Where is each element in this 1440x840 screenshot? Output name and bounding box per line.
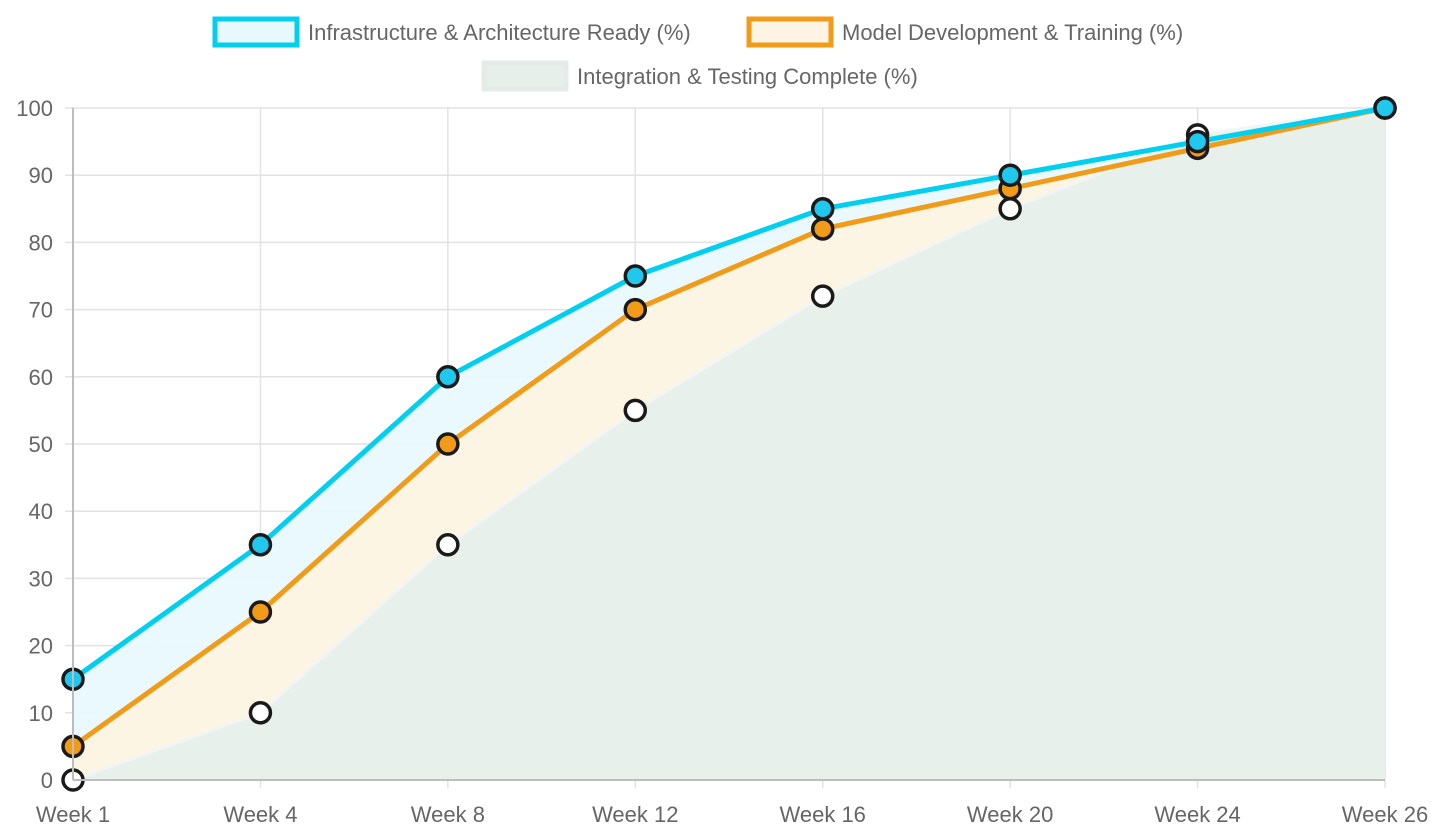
data-point-s1-4 bbox=[810, 217, 835, 241]
axes: 0 10 20 30 40 50 60 70 80 90 100 Week 1 Week 4 Week 8… bbox=[16, 96, 1428, 827]
y-tick-label: 50 bbox=[29, 432, 53, 457]
x-tick-label: Week 24 bbox=[1154, 802, 1240, 827]
series-fills bbox=[73, 108, 1385, 780]
data-point-s2-2 bbox=[436, 533, 460, 557]
data-point-s2-3 bbox=[623, 398, 648, 423]
data-point-s0-1 bbox=[248, 533, 273, 557]
data-point-s0-7 bbox=[1373, 96, 1397, 120]
y-tick-label: 0 bbox=[41, 768, 53, 793]
legend-swatch-1 bbox=[746, 16, 834, 48]
series-line-0 bbox=[71, 105, 1386, 682]
x-tick-label: Week 12 bbox=[592, 802, 678, 827]
series-points bbox=[61, 96, 1397, 792]
data-point-s1-2 bbox=[436, 432, 460, 456]
legend-swatch-0 bbox=[212, 16, 300, 48]
data-point-s1-3 bbox=[623, 297, 648, 322]
y-tick-label: 10 bbox=[29, 701, 53, 726]
legend-swatch-2 bbox=[481, 60, 569, 92]
series-fill-2 bbox=[73, 108, 1385, 780]
x-tick-label: Week 4 bbox=[223, 802, 297, 827]
x-tick-label: Week 1 bbox=[36, 802, 110, 827]
y-tick-label: 90 bbox=[29, 163, 53, 188]
legend-label-1: Model Development & Training (%) bbox=[842, 20, 1183, 45]
y-tick-label: 100 bbox=[16, 96, 53, 121]
data-point-s2-1 bbox=[248, 701, 273, 725]
x-tick-label: Week 8 bbox=[411, 802, 485, 827]
legend: Infrastructure & Architecture Ready (%) M… bbox=[212, 16, 1183, 92]
data-point-s2-5 bbox=[998, 197, 1022, 221]
data-point-s0-2 bbox=[436, 365, 460, 389]
data-point-s0-4 bbox=[810, 197, 835, 221]
x-tick-label: Week 26 bbox=[1342, 802, 1428, 827]
data-point-s2-4 bbox=[810, 284, 835, 308]
y-tick-label: 80 bbox=[29, 230, 53, 255]
y-tick-label: 60 bbox=[29, 365, 53, 390]
legend-label-0: Infrastructure & Architecture Ready (%) bbox=[308, 20, 691, 45]
series-lines bbox=[71, 105, 1386, 782]
series-line-1 bbox=[71, 105, 1386, 749]
data-point-s0-6 bbox=[1185, 129, 1210, 154]
y-tick-label: 40 bbox=[29, 499, 53, 524]
data-point-s0-3 bbox=[623, 264, 648, 288]
y-tick-label: 20 bbox=[29, 634, 53, 659]
x-tick-label: Week 16 bbox=[780, 802, 866, 827]
legend-label-2: Integration & Testing Complete (%) bbox=[577, 64, 918, 89]
x-tick-label: Week 20 bbox=[967, 802, 1053, 827]
y-tick-label: 70 bbox=[29, 298, 53, 323]
data-point-s0-5 bbox=[998, 163, 1022, 187]
y-tick-label: 30 bbox=[29, 566, 53, 591]
data-point-s1-1 bbox=[248, 600, 273, 624]
